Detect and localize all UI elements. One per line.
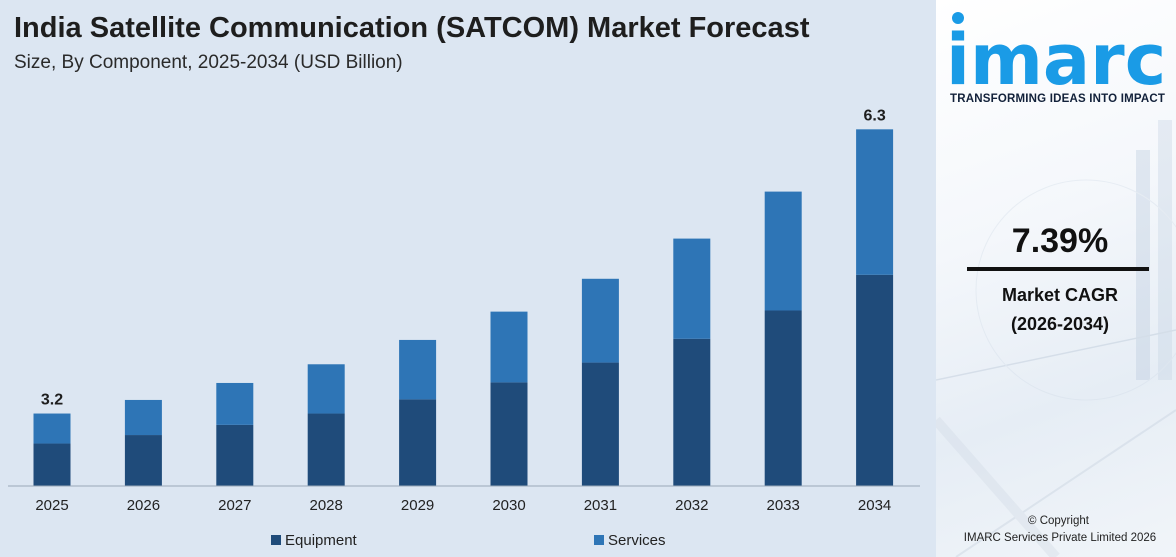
background-chart-graphic	[936, 120, 1176, 557]
bar-services-2026	[124, 399, 162, 436]
legend-label-equipment: Equipment	[285, 532, 358, 549]
bar-equipment-2027	[216, 424, 254, 486]
svg-text:imarc: imarc	[946, 19, 1166, 92]
x-tick-label: 2028	[310, 497, 343, 514]
cagr-label: Market CAGR	[1001, 285, 1119, 305]
x-tick-label: 2031	[584, 497, 617, 514]
bar-equipment-2026	[124, 435, 162, 486]
legend-label-services: Services	[608, 532, 666, 549]
legend-swatch-services	[594, 535, 604, 545]
x-tick-label: 2033	[767, 497, 800, 514]
company-name: IMARC Services Private Limited 2026	[963, 532, 1157, 544]
bar-equipment-2025	[33, 443, 71, 486]
bar-equipment-2030	[490, 382, 528, 486]
bar-equipment-2034	[856, 274, 894, 486]
cagr-value: 7.39%	[1011, 222, 1109, 260]
x-tick-label: 2027	[218, 497, 251, 514]
bar-services-2033	[764, 191, 802, 311]
imarc-logo: imarc	[946, 12, 1166, 92]
data-label-2025: 3.2	[41, 392, 63, 409]
bar-services-2030	[490, 311, 528, 383]
bar-services-2032	[673, 238, 711, 339]
bar-equipment-2029	[399, 399, 437, 486]
bar-services-2034	[856, 129, 894, 275]
x-tick-label: 2025	[35, 497, 68, 514]
chart-subtitle: Size, By Component, 2025-2034 (USD Billi…	[14, 52, 403, 73]
data-label-2034: 6.3	[863, 107, 885, 124]
legend-swatch-equipment	[271, 535, 281, 545]
x-tick-label: 2032	[675, 497, 708, 514]
cagr-period: (2026-2034)	[1010, 314, 1110, 334]
x-tick-label: 2029	[401, 497, 434, 514]
bar-equipment-2028	[307, 413, 345, 486]
cagr-divider	[967, 267, 1149, 271]
bar-services-2029	[399, 339, 437, 400]
x-tick-label: 2034	[858, 497, 891, 514]
bar-services-2027	[216, 382, 254, 425]
bar-services-2025	[33, 413, 71, 444]
copyright-notice: © Copyright	[1028, 515, 1089, 527]
bar-equipment-2033	[764, 310, 802, 486]
brand-panel: imarc TRANSFORMING IDEAS INTO IMPACT 7.3…	[936, 0, 1176, 557]
bar-services-2031	[581, 278, 619, 363]
bar-equipment-2031	[581, 362, 619, 486]
brand-tagline: TRANSFORMING IDEAS INTO IMPACT	[950, 93, 1166, 105]
x-tick-label: 2026	[127, 497, 160, 514]
bar-equipment-2032	[673, 338, 711, 486]
x-tick-label: 2030	[492, 497, 525, 514]
chart-title: India Satellite Communication (SATCOM) M…	[14, 12, 810, 44]
chart-panel: 2025 2026 2027 2028 2029 2030 2031 2032 2033 2034…	[8, 12, 920, 549]
bar-services-2028	[307, 364, 345, 414]
stacked-bar-chart: 2025 2026 2027 2028 2029 2030 2031 2032 2033 2034…	[8, 107, 920, 549]
